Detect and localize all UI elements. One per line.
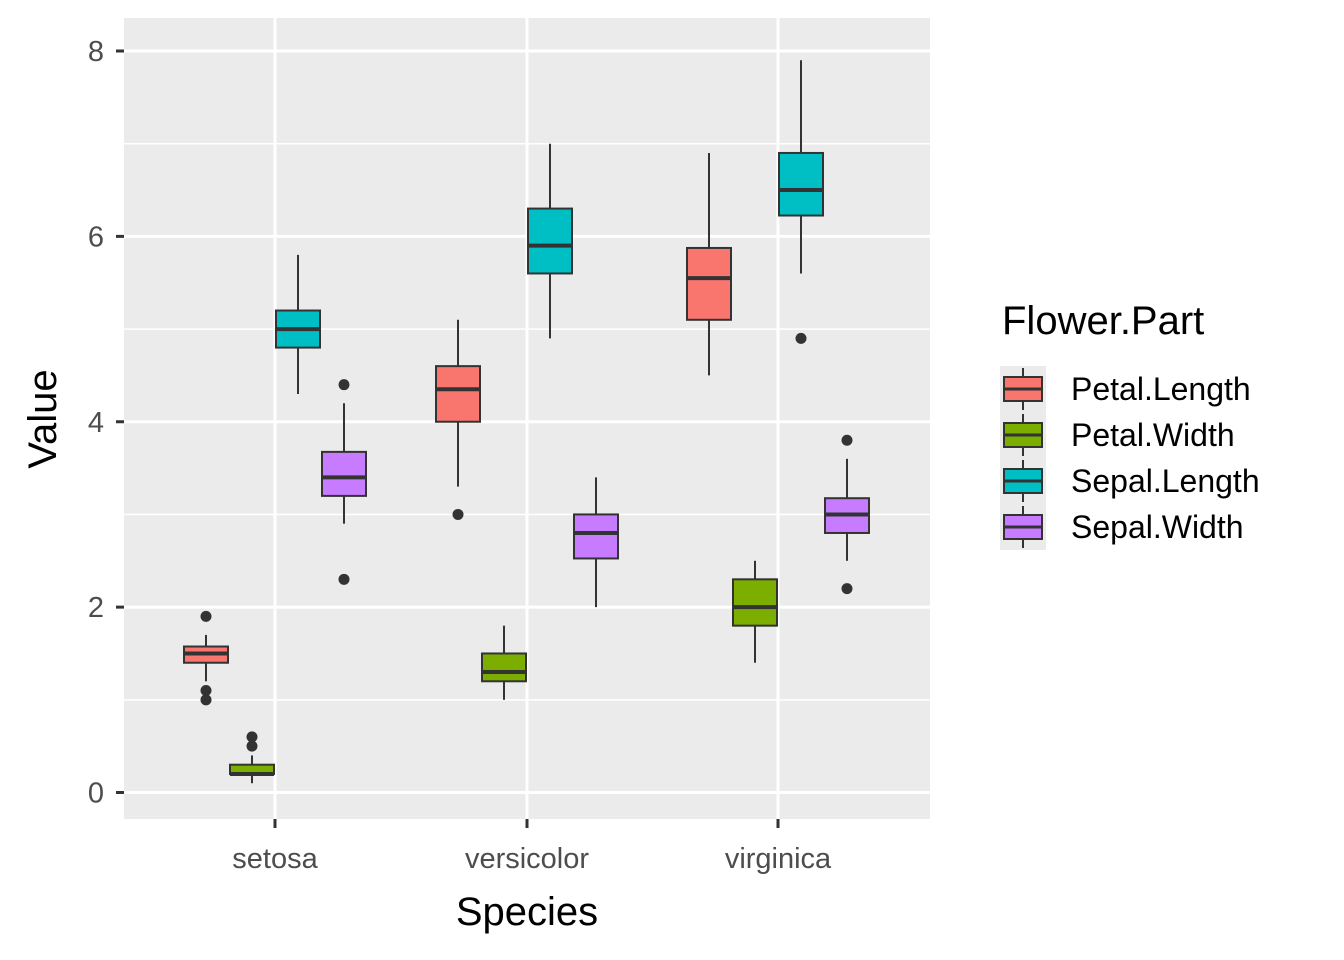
box-Petal.Length-virginica	[686, 152, 732, 376]
x-axis-title: Species	[456, 890, 598, 934]
x-axis: setosa versicolor virginica	[232, 819, 832, 875]
box-Sepal.Length-virginica	[778, 60, 824, 344]
box-Petal.Width-virginica	[732, 560, 778, 663]
outlier-point	[246, 731, 258, 743]
legend-item-Sepal.Length: Sepal.Length	[1000, 458, 1260, 504]
legend-item-Petal.Width: Petal.Width	[1000, 412, 1235, 458]
box-body	[573, 513, 619, 560]
x-tick-label: virginica	[725, 843, 832, 875]
major-gridlines	[124, 18, 930, 819]
y-tick-label: 4	[88, 407, 104, 439]
box-Sepal.Width-virginica	[824, 434, 870, 595]
box-Petal.Length-versicolor	[435, 319, 481, 520]
outlier-point	[338, 573, 350, 585]
legend-label: Petal.Width	[1071, 417, 1235, 453]
outlier-point	[200, 694, 212, 706]
legend-item-Petal.Length: Petal.Length	[1000, 366, 1251, 412]
box-Petal.Length-setosa	[183, 610, 229, 706]
outlier-point	[200, 610, 212, 622]
outlier-point	[200, 685, 212, 697]
x-tick-label: versicolor	[465, 843, 589, 875]
box-body	[778, 151, 824, 217]
box-body	[527, 207, 573, 275]
legend-label: Sepal.Width	[1071, 509, 1244, 545]
outlier-point	[338, 379, 350, 391]
legend-item-Sepal.Width: Sepal.Width	[1000, 504, 1244, 550]
box-body	[435, 365, 481, 423]
y-tick-label: 0	[88, 778, 104, 810]
box-body	[321, 450, 367, 497]
y-tick-label: 2	[88, 592, 104, 624]
y-tick-label: 6	[88, 221, 104, 253]
y-tick-label: 8	[88, 36, 104, 68]
legend: Flower.Part Petal.Length Petal.Width Sepal…	[1000, 299, 1260, 550]
box-Petal.Width-setosa	[229, 731, 275, 784]
box-Sepal.Width-versicolor	[573, 477, 619, 608]
outlier-point	[841, 434, 853, 446]
box-Petal.Width-versicolor	[481, 625, 527, 700]
y-axis-title: Value	[21, 369, 65, 468]
legend-title: Flower.Part	[1002, 299, 1204, 343]
box-series	[183, 60, 870, 784]
box-Sepal.Length-setosa	[275, 254, 321, 394]
x-tick-label: setosa	[232, 843, 318, 875]
outlier-point	[795, 332, 807, 344]
box-body	[686, 246, 732, 321]
y-axis: 0 2 4 6 8	[88, 36, 124, 810]
box-body	[481, 652, 527, 683]
outlier-point	[452, 508, 464, 520]
box-body	[732, 578, 778, 627]
outlier-point	[841, 583, 853, 595]
box-Sepal.Width-setosa	[321, 379, 367, 585]
legend-label: Sepal.Length	[1071, 463, 1260, 499]
outlier-point	[246, 740, 258, 752]
box-Sepal.Length-versicolor	[527, 143, 573, 339]
legend-label: Petal.Length	[1071, 371, 1251, 407]
